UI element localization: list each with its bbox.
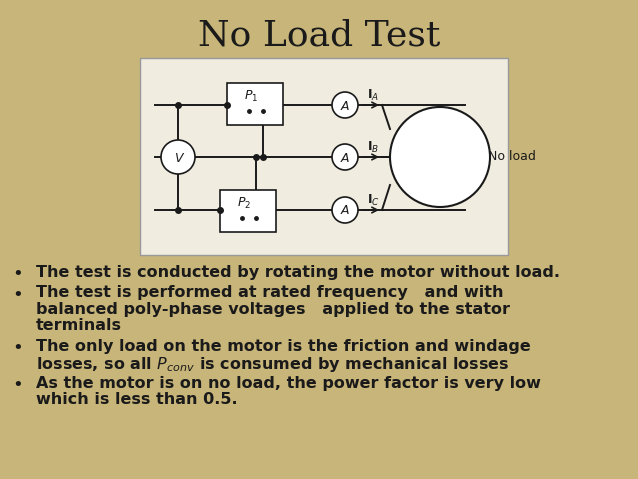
Text: •: • bbox=[13, 376, 24, 394]
Text: The test is conducted by rotating the motor without load.: The test is conducted by rotating the mo… bbox=[36, 265, 560, 280]
Text: As the motor is on no load, the power factor is very low: As the motor is on no load, the power fa… bbox=[36, 376, 541, 391]
Text: $P_1$: $P_1$ bbox=[244, 89, 258, 103]
Circle shape bbox=[390, 107, 490, 207]
Text: which is less than 0.5.: which is less than 0.5. bbox=[36, 392, 237, 408]
Text: A: A bbox=[341, 100, 349, 113]
Text: $\mathbf{I}_C$: $\mathbf{I}_C$ bbox=[367, 193, 380, 207]
Circle shape bbox=[332, 197, 358, 223]
Text: terminals: terminals bbox=[36, 319, 122, 333]
Circle shape bbox=[161, 140, 195, 174]
Bar bbox=[220, 190, 276, 232]
Text: balanced poly-phase voltages   applied to the stator: balanced poly-phase voltages applied to … bbox=[36, 302, 510, 317]
Bar bbox=[227, 83, 283, 125]
Circle shape bbox=[332, 92, 358, 118]
Text: $P_2$: $P_2$ bbox=[237, 195, 251, 211]
Text: No load: No load bbox=[488, 150, 536, 163]
Text: $\mathbf{I}_A$: $\mathbf{I}_A$ bbox=[367, 88, 379, 103]
Text: A: A bbox=[341, 151, 349, 164]
Text: A: A bbox=[341, 205, 349, 217]
Text: •: • bbox=[13, 265, 24, 283]
Text: $\mathbf{I}_B$: $\mathbf{I}_B$ bbox=[367, 139, 379, 155]
Text: losses, so all $P_{conv}$ is consumed by mechanical losses: losses, so all $P_{conv}$ is consumed by… bbox=[36, 355, 509, 375]
Text: The only load on the motor is the friction and windage: The only load on the motor is the fricti… bbox=[36, 339, 531, 354]
Text: •: • bbox=[13, 285, 24, 304]
Text: •: • bbox=[13, 339, 24, 357]
Text: No Load Test: No Load Test bbox=[198, 18, 440, 52]
Circle shape bbox=[332, 144, 358, 170]
Text: V: V bbox=[174, 151, 182, 164]
Bar bbox=[140, 58, 508, 255]
Text: The test is performed at rated frequency   and with: The test is performed at rated frequency… bbox=[36, 285, 503, 300]
